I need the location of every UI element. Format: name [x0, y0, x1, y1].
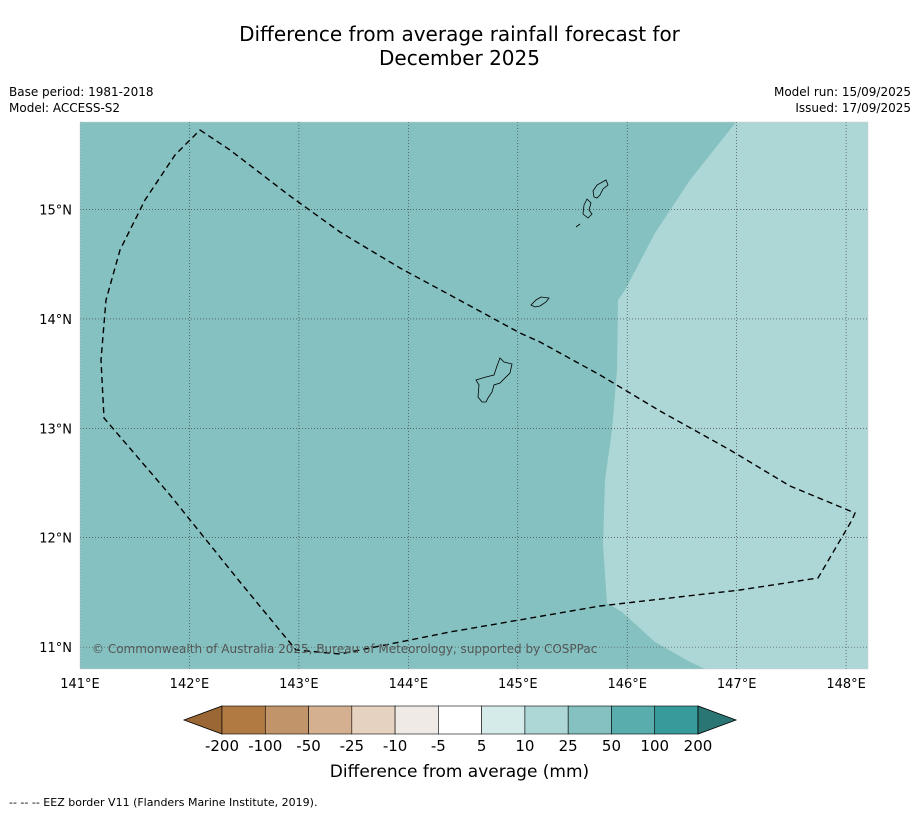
colorbar-bin [394, 705, 439, 735]
colorbar-bin [308, 705, 353, 735]
colorbar-tick-label: -100 [248, 737, 282, 755]
title-line-1: Difference from average rainfall forecas… [239, 22, 680, 46]
lon-tick-label: 148°E [826, 677, 866, 692]
colorbar-title: Difference from average (mm) [329, 762, 590, 782]
eez-footnote: -- -- -- EEZ border V11 (Flanders Marine… [9, 796, 318, 809]
lon-tick-label: 145°E [498, 677, 538, 692]
lon-tick-label: 142°E [170, 677, 210, 692]
issued-date: Issued: 17/09/2025 [795, 101, 911, 115]
graticule [80, 122, 868, 669]
colorbar-bin [524, 705, 569, 735]
lat-tick-label: 11°N [39, 641, 72, 656]
colorbar-bin [221, 705, 266, 735]
meta-left: Base period: 1981-2018 Model: ACCESS-S2 [9, 84, 154, 116]
model-name: Model: ACCESS-S2 [9, 101, 121, 115]
latitude-ticks: 11°N 12°N 13°N 14°N 15°N [39, 204, 72, 657]
lon-tick-label: 144°E [389, 677, 429, 692]
colorbar-tick-label: 5 [477, 737, 487, 755]
colorbar-bin [654, 705, 699, 735]
rainfall-field-east [603, 122, 868, 669]
colorbar-tick-label: 10 [515, 737, 534, 755]
map-plot-area [80, 122, 868, 669]
colorbar-tick-label: -5 [431, 737, 446, 755]
meta-right: Model run: 15/09/2025 Issued: 17/09/2025 [774, 84, 911, 116]
colorbar-extend-high [697, 705, 738, 735]
island-aguijan [575, 223, 581, 228]
colorbar-bin [481, 705, 526, 735]
colorbar-tick-label: 100 [640, 737, 669, 755]
longitude-ticks: 141°E 142°E 143°E 144°E 145°E 146°E 147°E 148°E [60, 677, 866, 692]
colorbar-bin [567, 705, 612, 735]
lat-tick-label: 12°N [39, 532, 72, 547]
lon-tick-label: 143°E [279, 677, 319, 692]
model-run: Model run: 15/09/2025 [773, 85, 911, 99]
map-title: Difference from average rainfall forecas… [0, 22, 919, 70]
colorbar-tick-label: -25 [340, 737, 365, 755]
title-line-2: December 2025 [379, 46, 540, 70]
colorbar-bin [264, 705, 309, 735]
colorbar-tick-label: -50 [296, 737, 321, 755]
colorbar-tick-label: 25 [559, 737, 578, 755]
lat-tick-label: 14°N [39, 313, 72, 328]
colorbar-bin [611, 705, 656, 735]
colorbar-bin [438, 705, 482, 735]
base-period: Base period: 1981-2018 [9, 85, 154, 99]
copyright-text: © Commonwealth of Australia 2025, Bureau… [92, 642, 597, 656]
colorbar-tick-label: 50 [602, 737, 621, 755]
lat-tick-label: 13°N [39, 422, 72, 437]
colorbar [182, 705, 738, 735]
eez-border [100, 129, 856, 655]
lon-tick-label: 141°E [60, 677, 100, 692]
colorbar-tick-label: -10 [383, 737, 408, 755]
lon-tick-label: 147°E [717, 677, 757, 692]
islands [475, 179, 609, 403]
colorbar-bin [351, 705, 396, 735]
island-guam [475, 357, 513, 403]
island-rota [530, 296, 550, 308]
colorbar-extend-low [182, 705, 223, 735]
colorbar-tick-label: 200 [684, 737, 713, 755]
island-saipan [592, 179, 609, 199]
colorbar-tick-label: -200 [205, 737, 239, 755]
island-tinian [582, 198, 593, 219]
colorbar-labels: -200 -100 -50 -25 -10 -5 5 10 25 50 100 200 [205, 737, 712, 755]
lat-tick-label: 15°N [39, 204, 72, 219]
lon-tick-label: 146°E [607, 677, 647, 692]
